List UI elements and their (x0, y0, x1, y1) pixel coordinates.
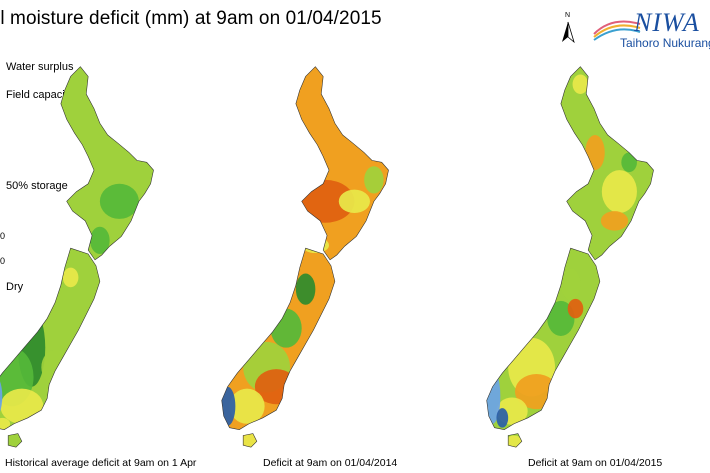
legend-tick: 0 (0, 256, 6, 266)
deficit-region (295, 273, 316, 305)
legend-label-water-surplus: Water surplus (6, 61, 74, 73)
deficit-region (506, 435, 522, 448)
deficit-region (221, 386, 236, 426)
map-historical-average (0, 66, 155, 448)
deficit-region (601, 170, 637, 214)
logo-word: NIWA (634, 8, 700, 37)
deficit-region (62, 267, 79, 288)
deficit-region (99, 183, 139, 219)
deficit-region (547, 300, 575, 336)
legend-label-50pct-storage: 50% storage (6, 180, 68, 192)
deficit-region (496, 408, 509, 428)
deficit-region (364, 166, 384, 194)
deficit-region (585, 135, 605, 171)
legend-tick: 0 (0, 231, 6, 241)
deficit-region (41, 349, 71, 385)
deficit-region (325, 74, 345, 95)
map-caption: Historical average deficit at 9am on 1 A… (5, 457, 197, 469)
north-label: N (565, 12, 570, 19)
legend-label-field-capacity: Field capacity (6, 89, 74, 101)
map-2015 (486, 66, 655, 448)
legend-label-dry: Dry (6, 281, 24, 293)
map-caption: Deficit at 9am on 01/04/2015 (528, 457, 663, 469)
deficit-region (229, 388, 265, 424)
deficit-region (621, 152, 637, 173)
map-title: il moisture deficit (mm) at 9am on 01/04… (0, 8, 382, 29)
map-caption: Deficit at 9am on 01/04/2014 (263, 457, 398, 469)
deficit-region (560, 268, 581, 300)
logo-swoosh-icon (593, 20, 641, 41)
deficit-region (567, 298, 584, 319)
deficit-region (600, 211, 629, 231)
deficit-region (572, 74, 589, 95)
deficit-region (338, 189, 370, 214)
deficit-region (90, 226, 110, 255)
logo-subtitle: Taihoro Nukurangi (620, 36, 710, 50)
map-2014 (221, 66, 390, 448)
deficit-region (301, 237, 330, 254)
deficit-region (0, 388, 44, 424)
niwa-logo: NIWA Taihoro Nukurangi (592, 8, 710, 50)
deficit-region (0, 417, 11, 430)
deficit-region (72, 162, 85, 182)
north-arrow-icon: N (562, 12, 575, 44)
